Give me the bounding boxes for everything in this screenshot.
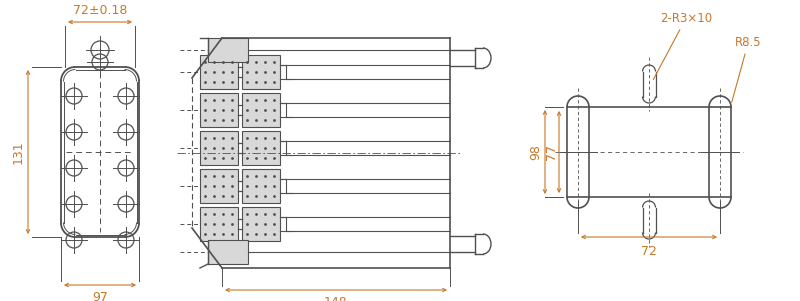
Bar	[200, 55, 238, 89]
Bar	[242, 131, 280, 165]
Bar	[200, 93, 238, 127]
Text: 2-R3×10: 2-R3×10	[654, 11, 712, 79]
Bar	[200, 169, 238, 203]
Bar	[242, 169, 280, 203]
Text: 77: 77	[545, 144, 558, 160]
Text: R8.5: R8.5	[732, 36, 762, 102]
Text: 72: 72	[641, 245, 657, 258]
Bar	[200, 131, 238, 165]
Text: 97: 97	[92, 291, 108, 301]
Text: 131: 131	[11, 140, 25, 164]
Bar	[242, 207, 280, 241]
Text: 72±0.18: 72±0.18	[73, 4, 127, 17]
Text: 98: 98	[530, 144, 542, 160]
Bar	[200, 207, 238, 241]
Bar	[242, 55, 280, 89]
Bar	[242, 93, 280, 127]
Bar	[208, 240, 248, 264]
Bar	[208, 38, 248, 62]
Text: 148: 148	[324, 296, 348, 301]
